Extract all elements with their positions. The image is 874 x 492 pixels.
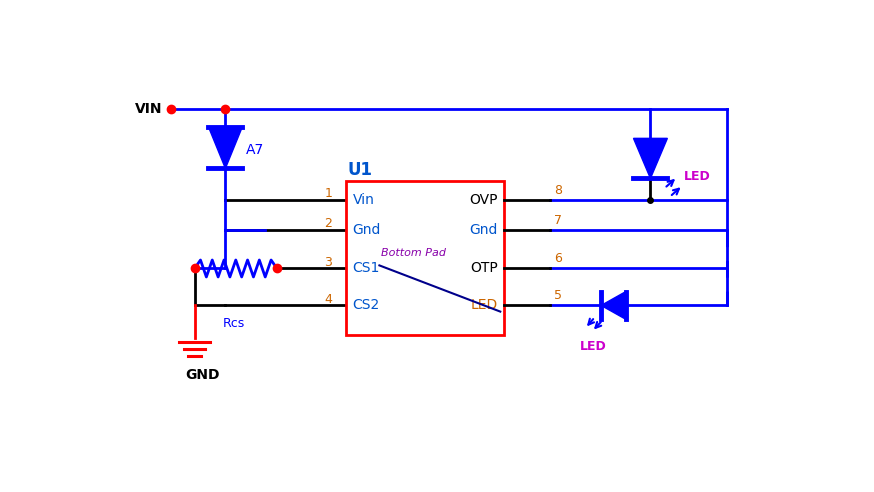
Text: Gnd: Gnd (469, 223, 498, 237)
Text: 3: 3 (324, 256, 332, 269)
Text: 6: 6 (554, 252, 562, 265)
Text: CS2: CS2 (352, 299, 379, 312)
Text: VIN: VIN (135, 102, 162, 116)
Text: Rcs: Rcs (223, 317, 246, 330)
Polygon shape (209, 127, 242, 168)
Text: LED: LED (579, 340, 607, 353)
Bar (346, 181, 504, 335)
Text: Gnd: Gnd (352, 223, 381, 237)
Text: 2: 2 (324, 217, 332, 230)
Text: GND: GND (185, 368, 220, 382)
Text: Vin: Vin (352, 193, 374, 207)
Text: LED: LED (471, 299, 498, 312)
Text: LED: LED (684, 170, 711, 183)
Text: 7: 7 (554, 214, 562, 227)
Text: 8: 8 (554, 184, 562, 197)
Text: 5: 5 (554, 289, 562, 302)
Text: Bottom Pad: Bottom Pad (381, 248, 446, 258)
Text: 4: 4 (324, 293, 332, 306)
Text: CS1: CS1 (352, 261, 380, 276)
Text: U1: U1 (348, 160, 373, 179)
Polygon shape (634, 138, 668, 179)
Text: OVP: OVP (469, 193, 498, 207)
Polygon shape (601, 292, 626, 319)
Text: A7: A7 (246, 143, 265, 157)
Text: OTP: OTP (470, 261, 498, 276)
Text: 1: 1 (324, 187, 332, 200)
